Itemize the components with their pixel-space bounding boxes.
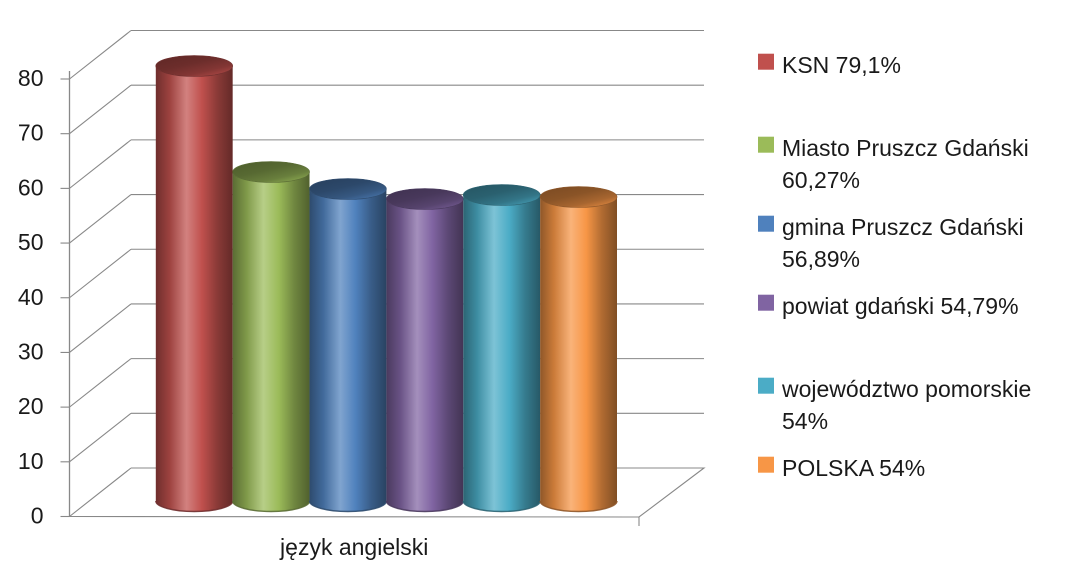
svg-text:gmina Pruszcz Gdański: gmina Pruszcz Gdański [782,214,1024,240]
svg-text:54%: 54% [782,408,828,434]
svg-text:język angielski: język angielski [279,534,428,560]
svg-text:50: 50 [18,229,44,255]
svg-text:KSN 79,1%: KSN 79,1% [782,52,901,78]
svg-text:70: 70 [18,120,44,146]
svg-text:powiat gdański 54,79%: powiat gdański 54,79% [782,293,1019,319]
svg-text:10: 10 [18,448,44,474]
svg-text:POLSKA 54%: POLSKA 54% [782,455,925,481]
svg-text:40: 40 [18,284,44,310]
svg-text:Miasto Pruszcz Gdański: Miasto Pruszcz Gdański [782,135,1029,161]
svg-text:60: 60 [18,174,44,200]
svg-text:30: 30 [18,338,44,364]
svg-text:20: 20 [18,393,44,419]
svg-text:województwo pomorskie: województwo pomorskie [781,376,1031,402]
svg-text:56,89%: 56,89% [782,246,860,272]
svg-text:0: 0 [31,503,44,529]
svg-text:60,27%: 60,27% [782,167,860,193]
svg-text:80: 80 [18,65,44,91]
